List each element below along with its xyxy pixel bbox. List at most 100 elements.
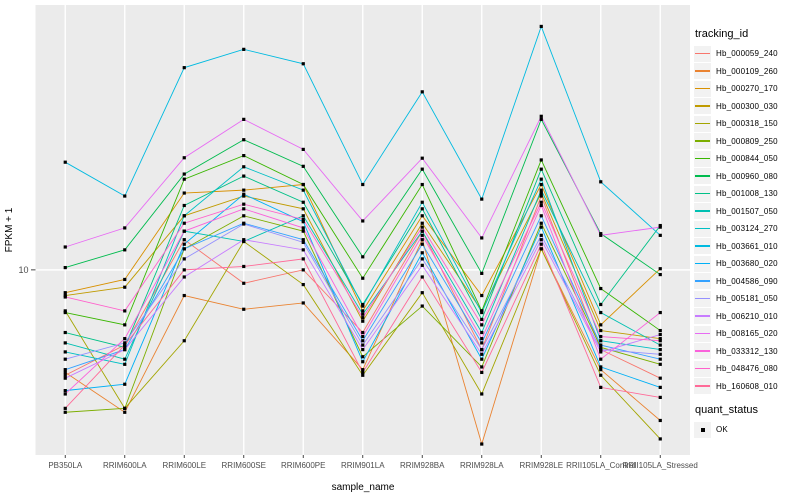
legend-color-line — [695, 262, 710, 265]
legend-item-label: Hb_048476_080 — [716, 364, 778, 374]
data-point-Hb_004586_090 — [63, 368, 67, 372]
legend-panel: tracking_id Hb_000059_240 Hb_000109_260 Hb… — [694, 28, 798, 439]
data-point-Hb_160608_010 — [480, 370, 484, 375]
data-point-Hb_000109_260 — [599, 368, 603, 372]
data-point-Hb_048476_080 — [480, 323, 484, 327]
data-point-Hb_000318_150 — [480, 392, 484, 396]
data-point-Hb_003680_020 — [599, 365, 603, 369]
data-point-Hb_000960_080 — [123, 248, 127, 252]
legend-key-line-icon — [694, 80, 711, 97]
data-point-Hb_008165_020 — [301, 147, 305, 151]
x-tick-label: RRIM600SE — [222, 461, 266, 470]
data-point-Hb_003680_020 — [480, 357, 484, 361]
data-point-Hb_003680_020 — [301, 220, 305, 224]
data-point-Hb_008165_020 — [658, 225, 662, 229]
legend-item-label: Hb_001507_050 — [716, 206, 778, 216]
data-point-Hb_000300_030 — [301, 207, 305, 211]
data-point-Hb_006210_010 — [480, 352, 484, 356]
data-point-Hb_001507_050 — [301, 214, 305, 218]
data-point-Hb_000059_240 — [63, 373, 67, 377]
data-point-Hb_048476_080 — [242, 202, 246, 206]
legend-item-label: Hb_000318_150 — [716, 119, 778, 129]
data-point-Hb_003680_020 — [361, 360, 365, 364]
legend-key-line-icon — [694, 185, 711, 202]
legend-item-Hb_000809_250: Hb_000809_250 — [694, 133, 798, 151]
data-point-Hb_048476_080 — [182, 221, 186, 225]
legend-item-Hb_003124_270: Hb_003124_270 — [694, 220, 798, 238]
data-point-Hb_006210_010 — [658, 332, 662, 337]
data-point-Hb_000844_050 — [480, 309, 484, 313]
data-point-Hb_005181_050 — [242, 222, 246, 226]
legend-item-Hb_005181_050: Hb_005181_050 — [694, 290, 798, 308]
legend-item-label: Hb_008165_020 — [716, 329, 778, 339]
legend-item-Hb_000109_260: Hb_000109_260 — [694, 63, 798, 81]
data-point-Hb_000844_050 — [420, 182, 424, 187]
data-point-Hb_000844_050 — [599, 286, 603, 291]
legend-item-Hb_000059_240: Hb_000059_240 — [694, 45, 798, 63]
data-point-Hb_033312_130 — [242, 207, 246, 211]
data-point-Hb_000318_150 — [599, 373, 603, 377]
legend-color-line — [695, 210, 710, 212]
black-square-point-icon — [700, 427, 705, 432]
legend-item-Hb_000960_080: Hb_000960_080 — [694, 168, 798, 186]
data-point-Hb_008165_020 — [480, 236, 484, 240]
data-point-Hb_000059_240 — [539, 194, 543, 198]
legend-color-line — [695, 52, 710, 55]
legend-item-Hb_008165_020: Hb_008165_020 — [694, 325, 798, 343]
data-point-Hb_003661_010 — [123, 194, 127, 198]
y-axis-title: FPKM + 1 — [4, 207, 15, 252]
data-point-Hb_160608_010 — [361, 370, 365, 375]
data-point-Hb_000318_150 — [63, 309, 67, 313]
data-point-Hb_003680_020 — [420, 251, 424, 255]
y-tick-label: 10 — [18, 265, 28, 275]
data-point-Hb_000059_240 — [301, 268, 305, 272]
x-tick-label: RRIM600PE — [281, 461, 325, 470]
data-point-Hb_000960_080 — [182, 172, 186, 176]
data-point-Hb_000960_080 — [599, 232, 603, 236]
data-point-Hb_000300_030 — [420, 221, 424, 225]
legend-key-line-icon — [694, 308, 711, 325]
data-point-Hb_003124_270 — [658, 347, 662, 352]
data-point-Hb_003661_010 — [242, 47, 246, 51]
data-point-Hb_005181_050 — [182, 257, 186, 261]
data-point-Hb_160608_010 — [123, 343, 127, 347]
data-point-Hb_005181_050 — [301, 240, 305, 244]
data-point-Hb_000960_080 — [63, 265, 67, 270]
data-point-Hb_001507_050 — [658, 343, 662, 347]
legend-key-line-icon — [694, 220, 711, 237]
legend-item-label: Hb_160608_010 — [716, 381, 778, 391]
legend-key-line-icon — [694, 115, 711, 132]
data-point-Hb_001507_050 — [123, 357, 127, 361]
data-point-Hb_003680_020 — [658, 385, 662, 389]
data-point-Hb_000300_030 — [123, 285, 127, 289]
legend-color-line — [695, 332, 710, 335]
legend-item-label: Hb_003124_270 — [716, 224, 778, 234]
data-point-Hb_033312_130 — [123, 337, 127, 341]
data-point-Hb_006210_010 — [539, 238, 543, 242]
data-point-Hb_000270_170 — [658, 267, 662, 271]
data-point-Hb_000300_030 — [539, 191, 543, 195]
data-point-Hb_001008_130 — [123, 345, 127, 349]
data-point-Hb_000809_250 — [242, 214, 246, 218]
data-point-Hb_033312_130 — [420, 233, 424, 237]
legend-item-Hb_000318_150: Hb_000318_150 — [694, 115, 798, 133]
data-point-Hb_006210_010 — [599, 350, 603, 354]
x-tick-label: PB350LA — [48, 461, 82, 470]
legend-item-Hb_160608_010: Hb_160608_010 — [694, 378, 798, 396]
data-point-Hb_001507_050 — [361, 312, 365, 316]
x-tick-label: RRIM928LA — [460, 461, 504, 470]
data-point-Hb_160608_010 — [539, 242, 543, 246]
legend-item-Hb_033312_130: Hb_033312_130 — [694, 343, 798, 361]
legend-item-Hb_001008_130: Hb_001008_130 — [694, 185, 798, 203]
data-point-Hb_008165_020 — [599, 233, 603, 237]
data-point-Hb_000109_260 — [182, 293, 186, 298]
legend-key-line-icon — [694, 203, 711, 220]
data-point-Hb_003661_010 — [63, 160, 67, 164]
data-point-Hb_001507_050 — [480, 330, 484, 335]
data-point-Hb_001507_050 — [539, 188, 543, 192]
legend-color-line — [695, 105, 710, 107]
data-point-Hb_000960_080 — [539, 117, 543, 121]
data-point-Hb_003661_010 — [182, 66, 186, 70]
x-tick-label: RRIM901LA — [341, 461, 385, 470]
